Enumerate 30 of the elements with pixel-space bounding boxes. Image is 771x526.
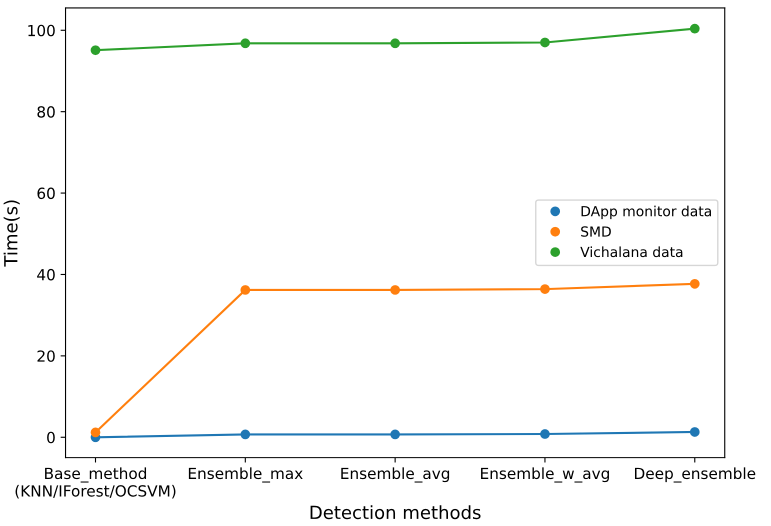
x-axis-title: Detection methods [310,505,481,520]
y-tick-label: 100 [28,24,55,36]
point [90,428,100,438]
y-tick-label: 80 [37,106,55,118]
y-tick-label: 20 [37,350,55,362]
point [90,45,100,56]
y-tick-label: 40 [37,268,55,280]
point [540,38,550,48]
point [240,430,250,440]
point [690,427,700,437]
x-tick-label: Base_method (KNN/IForest/OCSVM) [16,467,176,498]
x-tick-label: Deep_ensemble [634,467,756,483]
point [390,38,400,48]
x-tick-label: Ensemble_max [188,467,303,483]
legend-label: SMD [581,226,611,237]
point [540,429,550,439]
point [540,284,550,294]
y-tick-label: 60 [37,188,55,200]
point [240,285,250,295]
point [390,430,400,440]
legend-label: DApp monitor data [582,206,711,220]
y-axis-title: Time(s) [4,200,20,267]
x-tick-label: Ensemble_avg [341,467,450,483]
point [690,24,700,34]
legend-label: Vichalana data [580,246,682,258]
x-tick-label: Ensemble_w_avg [481,467,609,483]
point [690,278,700,289]
y-tick-label: 0 [47,432,55,444]
point [240,38,250,48]
point [390,285,400,295]
